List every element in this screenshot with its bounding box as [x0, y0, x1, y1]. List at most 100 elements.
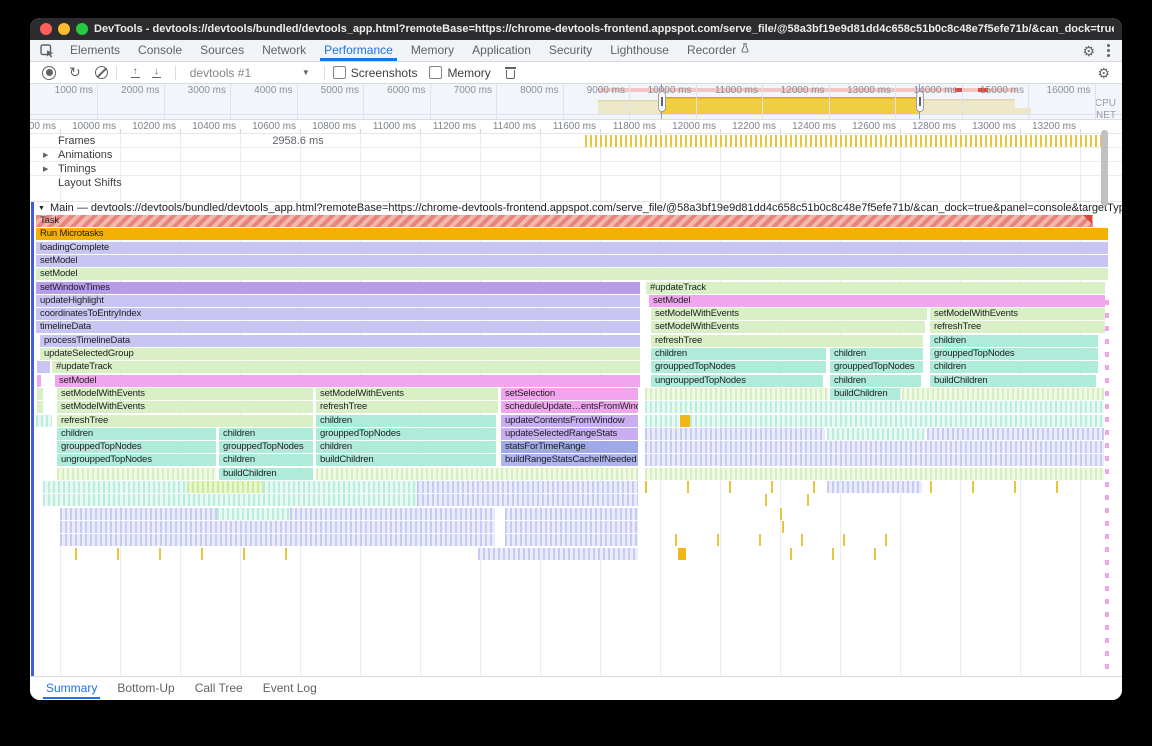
flame-bar[interactable]	[645, 468, 1104, 480]
screenshots-checkbox-group[interactable]: Screenshots	[332, 66, 417, 80]
flame-bar[interactable]: #updateTrack	[52, 361, 640, 373]
memory-checkbox-group[interactable]: Memory	[429, 66, 491, 80]
track-animations[interactable]: ▶ Animations	[30, 148, 1122, 162]
flame-bar[interactable]: timelineData	[36, 321, 640, 333]
timeline-overview[interactable]: CPU NET 1000 ms 2000 ms 3000 ms 4000 ms 5000…	[30, 84, 1122, 120]
flame-bar[interactable]: children	[57, 428, 216, 440]
flame-bar[interactable]	[827, 428, 925, 440]
flame-bar[interactable]	[75, 548, 305, 560]
flame-bar[interactable]	[505, 534, 638, 546]
flame-bar[interactable]: ungrouppedTopNodes	[651, 375, 823, 387]
flame-bar[interactable]: children	[316, 415, 496, 427]
flame-bar[interactable]	[645, 415, 1104, 427]
flame-bar[interactable]	[43, 494, 417, 506]
clear-button[interactable]	[94, 66, 108, 79]
flame-bar[interactable]: setModelWithEvents	[651, 308, 927, 320]
profile-select[interactable]: devtools #1 ▼	[190, 66, 310, 80]
flame-bar[interactable]: refreshTree	[316, 401, 498, 413]
flame-bar[interactable]	[927, 428, 1104, 440]
fullscreen-window-button[interactable]	[76, 23, 88, 35]
flame-bar[interactable]	[782, 521, 822, 533]
flame-bar[interactable]: grouppedTopNodes	[57, 441, 216, 453]
flame-bar[interactable]: setModelWithEvents	[930, 308, 1105, 320]
flame-bar[interactable]	[187, 481, 263, 493]
flame-bar[interactable]	[645, 454, 1104, 466]
track-timings[interactable]: ▶ Timings	[30, 162, 1122, 176]
flame-bar[interactable]: setModelWithEvents	[316, 388, 498, 400]
flame-bar[interactable]	[290, 508, 495, 520]
flame-bar[interactable]	[645, 481, 825, 493]
flame-chart[interactable]: Task Run Microtasks loadingComplete setMode…	[30, 215, 1122, 561]
flame-bar[interactable]: statsForTimeRange	[501, 441, 638, 453]
tab-recorder[interactable]: Recorder	[678, 40, 759, 61]
flame-bar[interactable]: setModelWithEvents	[57, 388, 313, 400]
flame-bar[interactable]: setModel	[36, 268, 1108, 280]
inspect-element-icon[interactable]	[40, 43, 55, 58]
flame-bar[interactable]: children	[219, 428, 313, 440]
flame-bar[interactable]	[37, 401, 43, 413]
flame-bar[interactable]: setModel	[649, 295, 1105, 307]
tab-security[interactable]: Security	[540, 40, 601, 61]
flame-bar[interactable]: children	[830, 375, 921, 387]
main-thread-track-header[interactable]: ▼ Main — devtools://devtools/bundled/devt…	[30, 202, 1122, 215]
flame-bar[interactable]: scheduleUpdate…entsFromWindow	[501, 401, 638, 413]
flame-bar[interactable]: grouppedTopNodes	[316, 428, 496, 440]
screenshots-checkbox[interactable]	[332, 66, 346, 79]
flame-bar[interactable]: setModel	[36, 255, 1108, 267]
flame-bar[interactable]	[505, 508, 638, 520]
flame-bar[interactable]: updateHighlight	[36, 295, 640, 307]
load-profile-button[interactable]: ↑	[130, 65, 140, 79]
flame-bar[interactable]: children	[930, 361, 1098, 373]
window-left-drag-handle[interactable]	[658, 91, 666, 112]
flame-bar[interactable]: setSelection	[501, 388, 638, 400]
flame-bar[interactable]	[902, 388, 1104, 400]
flame-bar[interactable]: buildChildren	[830, 388, 900, 400]
flame-bar[interactable]: setWindowTimes	[36, 282, 640, 294]
flame-bar[interactable]	[765, 494, 835, 506]
flame-bar[interactable]	[417, 481, 638, 493]
flame-bar[interactable]	[37, 375, 41, 387]
flame-bar[interactable]: setModelWithEvents	[651, 321, 925, 333]
tab-lighthouse[interactable]: Lighthouse	[601, 40, 678, 61]
flame-bar[interactable]: ungrouppedTopNodes	[57, 454, 216, 466]
flame-bar[interactable]: children	[930, 335, 1098, 347]
flame-bar[interactable]: refreshTree	[930, 321, 1105, 333]
flame-bar[interactable]	[645, 441, 1104, 453]
expand-arrow-icon[interactable]: ▶	[43, 166, 49, 173]
flame-bar[interactable]	[417, 494, 638, 506]
flame-bar[interactable]	[675, 534, 905, 546]
flame-bar[interactable]	[790, 548, 900, 560]
track-frames[interactable]: Frames 2958.6 ms	[30, 134, 1122, 148]
flame-bar[interactable]	[316, 468, 638, 480]
vertical-scrollbar-thumb[interactable]	[1101, 130, 1108, 206]
drawer-tab-bottom-up[interactable]: Bottom-Up	[117, 681, 175, 695]
flame-bar[interactable]	[60, 534, 495, 546]
flame-bar[interactable]: buildRangeStatsCacheIfNeeded	[501, 454, 638, 466]
minimize-window-button[interactable]	[58, 23, 70, 35]
flame-bar[interactable]	[930, 481, 1070, 493]
tab-performance[interactable]: Performance	[315, 40, 402, 61]
drawer-tab-summary[interactable]: Summary	[36, 677, 107, 700]
flame-bar[interactable]: updateContentsFromWindow	[501, 415, 638, 427]
flame-bar[interactable]: children	[830, 348, 923, 360]
flame-bar[interactable]: grouppedTopNodes	[830, 361, 923, 373]
flame-bar[interactable]	[645, 401, 1104, 413]
expand-arrow-icon[interactable]: ▶	[43, 152, 49, 159]
flame-bar[interactable]: refreshTree	[57, 415, 313, 427]
record-button[interactable]	[42, 65, 56, 80]
flame-bar[interactable]	[263, 481, 417, 493]
more-options-kebab-icon[interactable]	[1107, 44, 1110, 57]
flame-bar[interactable]: children	[651, 348, 826, 360]
close-window-button[interactable]	[40, 23, 52, 35]
tab-network[interactable]: Network	[253, 40, 315, 61]
flame-bar[interactable]: children	[219, 454, 313, 466]
window-right-drag-handle[interactable]	[916, 91, 924, 112]
flame-bar[interactable]: #updateTrack	[646, 282, 1105, 294]
delete-recording-trash-icon[interactable]	[504, 66, 516, 79]
flame-bar[interactable]	[217, 508, 290, 520]
flame-bar[interactable]: setModelWithEvents	[57, 401, 313, 413]
flame-bar[interactable]: grouppedTopNodes	[219, 441, 313, 453]
track-layout-shifts[interactable]: Layout Shifts	[30, 176, 1122, 190]
flame-bar[interactable]: grouppedTopNodes	[930, 348, 1098, 360]
time-ruler[interactable]: 9800 ms 10000 ms 10200 ms 10400 ms 10600 ms 1…	[30, 120, 1122, 134]
